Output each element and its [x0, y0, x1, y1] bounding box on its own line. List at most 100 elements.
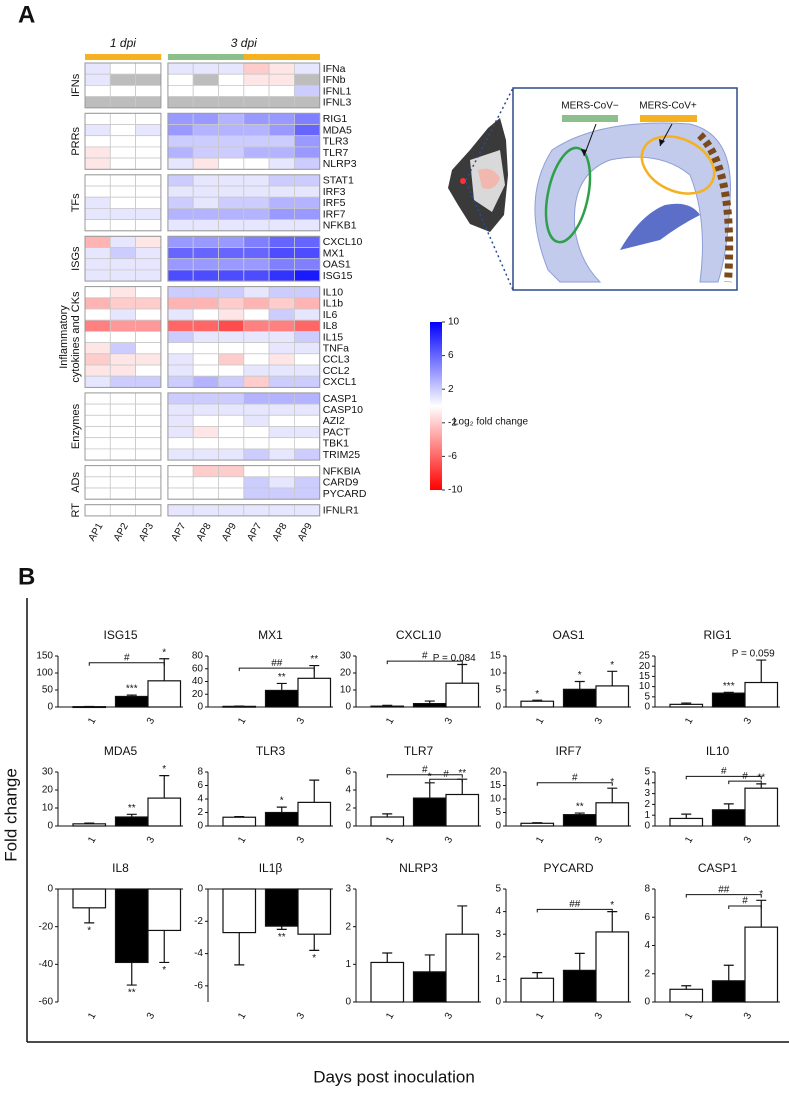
- group-outline: [84, 112, 162, 170]
- heatmap-cell: [109, 375, 137, 388]
- heatmap-cell: [293, 286, 321, 299]
- y-tick-label: 4: [644, 777, 650, 788]
- bar: [562, 969, 597, 1003]
- heatmap-cell: [135, 96, 162, 109]
- heatmap-cell: [109, 342, 137, 355]
- y-tick-label: 6: [345, 767, 351, 778]
- heatmap-cell: [135, 297, 162, 310]
- comparison-label: ##: [718, 884, 730, 895]
- comparison-label: ##: [271, 658, 283, 669]
- x-tick-label: 3: [593, 1011, 606, 1022]
- x-tick-label: 3: [295, 1011, 308, 1022]
- significance: *: [162, 764, 166, 775]
- error-bar: [607, 911, 618, 932]
- heatmap-cell: [218, 426, 245, 439]
- y-tick-label: 4: [197, 794, 203, 805]
- heatmap-cell: [84, 135, 111, 148]
- heatmap-cell: [243, 426, 270, 439]
- chart-title: OAS1: [552, 628, 584, 642]
- heatmap-cell: [218, 73, 245, 86]
- heatmap-cell: [192, 247, 219, 260]
- y-tick-label: 3: [495, 929, 501, 940]
- heatmap-cell: [293, 437, 321, 450]
- chart-title: ISG15: [103, 628, 137, 642]
- heatmap-cell: [268, 308, 295, 321]
- x-tick-label: 1: [683, 716, 696, 727]
- heatmap-cell: [192, 319, 219, 332]
- heatmap-cell: [109, 85, 137, 98]
- bar: [711, 980, 746, 1003]
- y-tick-label: 20: [340, 668, 352, 679]
- heatmap-cell: [84, 62, 111, 75]
- heatmap-cell: [192, 258, 219, 271]
- heatmap-cell: [192, 185, 219, 198]
- significance: ***: [723, 681, 735, 692]
- significance: *: [87, 926, 91, 937]
- heatmap-cell: [218, 247, 245, 260]
- error-bar: [424, 954, 435, 972]
- chart-title: CXCL10: [396, 628, 442, 642]
- significance: *: [162, 647, 166, 658]
- heatmap-cell: [293, 112, 321, 125]
- group-outline: [84, 286, 162, 388]
- heatmap-cell: [167, 414, 194, 427]
- row-group-label: RT: [70, 503, 82, 518]
- y-tick-label: 0: [197, 884, 203, 895]
- y-tick-label: 8: [197, 767, 203, 778]
- heatmap-cell: [192, 403, 219, 416]
- bar: [445, 933, 480, 1003]
- error-bar: [681, 702, 692, 705]
- comparison-label: #: [721, 766, 727, 777]
- heatmap-cell: [293, 207, 321, 220]
- x-tick-label: 1: [534, 716, 547, 727]
- heatmap-cell: [218, 448, 245, 461]
- x-tick-label: 1: [683, 1011, 696, 1022]
- y-tick-label: 10: [490, 668, 502, 679]
- heatmap-cell: [192, 219, 219, 232]
- p-value: P = 0.084: [433, 653, 476, 664]
- error-bar: [382, 813, 393, 817]
- heatmap-cell: [167, 342, 194, 355]
- heatmap-cell: [243, 258, 270, 271]
- error-bar: [756, 783, 767, 789]
- heatmap-cell: [109, 437, 137, 450]
- heatmap-cell: [243, 487, 270, 500]
- group-outline: [167, 235, 321, 282]
- tissue-section: [534, 122, 731, 283]
- heatmap-cell: [243, 207, 270, 220]
- heatmap-cell: [243, 392, 270, 405]
- bar: [222, 816, 257, 827]
- heatmap-cell: [192, 73, 219, 86]
- heatmap-cell: [293, 342, 321, 355]
- heatmap-cell: [167, 62, 194, 75]
- heatmap-cell: [84, 112, 111, 125]
- error-bar: [723, 964, 734, 981]
- heatmap-cell: [293, 174, 321, 187]
- heatmap-cell: [135, 73, 162, 86]
- significance: *: [610, 660, 614, 671]
- bar: [520, 822, 555, 827]
- row-label: IRF3: [323, 186, 346, 198]
- significance: *: [535, 689, 539, 700]
- y-tick-label: 0: [495, 702, 501, 713]
- heatmap-cell: [268, 207, 295, 220]
- heatmap-cell: [167, 269, 194, 282]
- column-group-bar: [167, 54, 194, 60]
- row-label: CXCL1: [323, 376, 357, 388]
- panel-label: B: [18, 563, 35, 590]
- heatmap-cell: [109, 364, 137, 377]
- heatmap-cell: [268, 258, 295, 271]
- heatmap-cell: [84, 73, 111, 86]
- heatmap-cell: [218, 414, 245, 427]
- error-bar: [457, 663, 468, 684]
- column-label: AP1: [87, 521, 106, 543]
- heatmap-cell: [84, 476, 111, 489]
- negative-bar: [562, 115, 618, 122]
- heatmap-cell: [243, 308, 270, 321]
- row-label: IRF5: [323, 197, 346, 209]
- x-tick-label: 1: [534, 835, 547, 846]
- heatmap-cell: [268, 96, 295, 109]
- heatmap-cell: [84, 96, 111, 109]
- x-tick-label: 3: [295, 716, 308, 727]
- heatmap-cell: [218, 297, 245, 310]
